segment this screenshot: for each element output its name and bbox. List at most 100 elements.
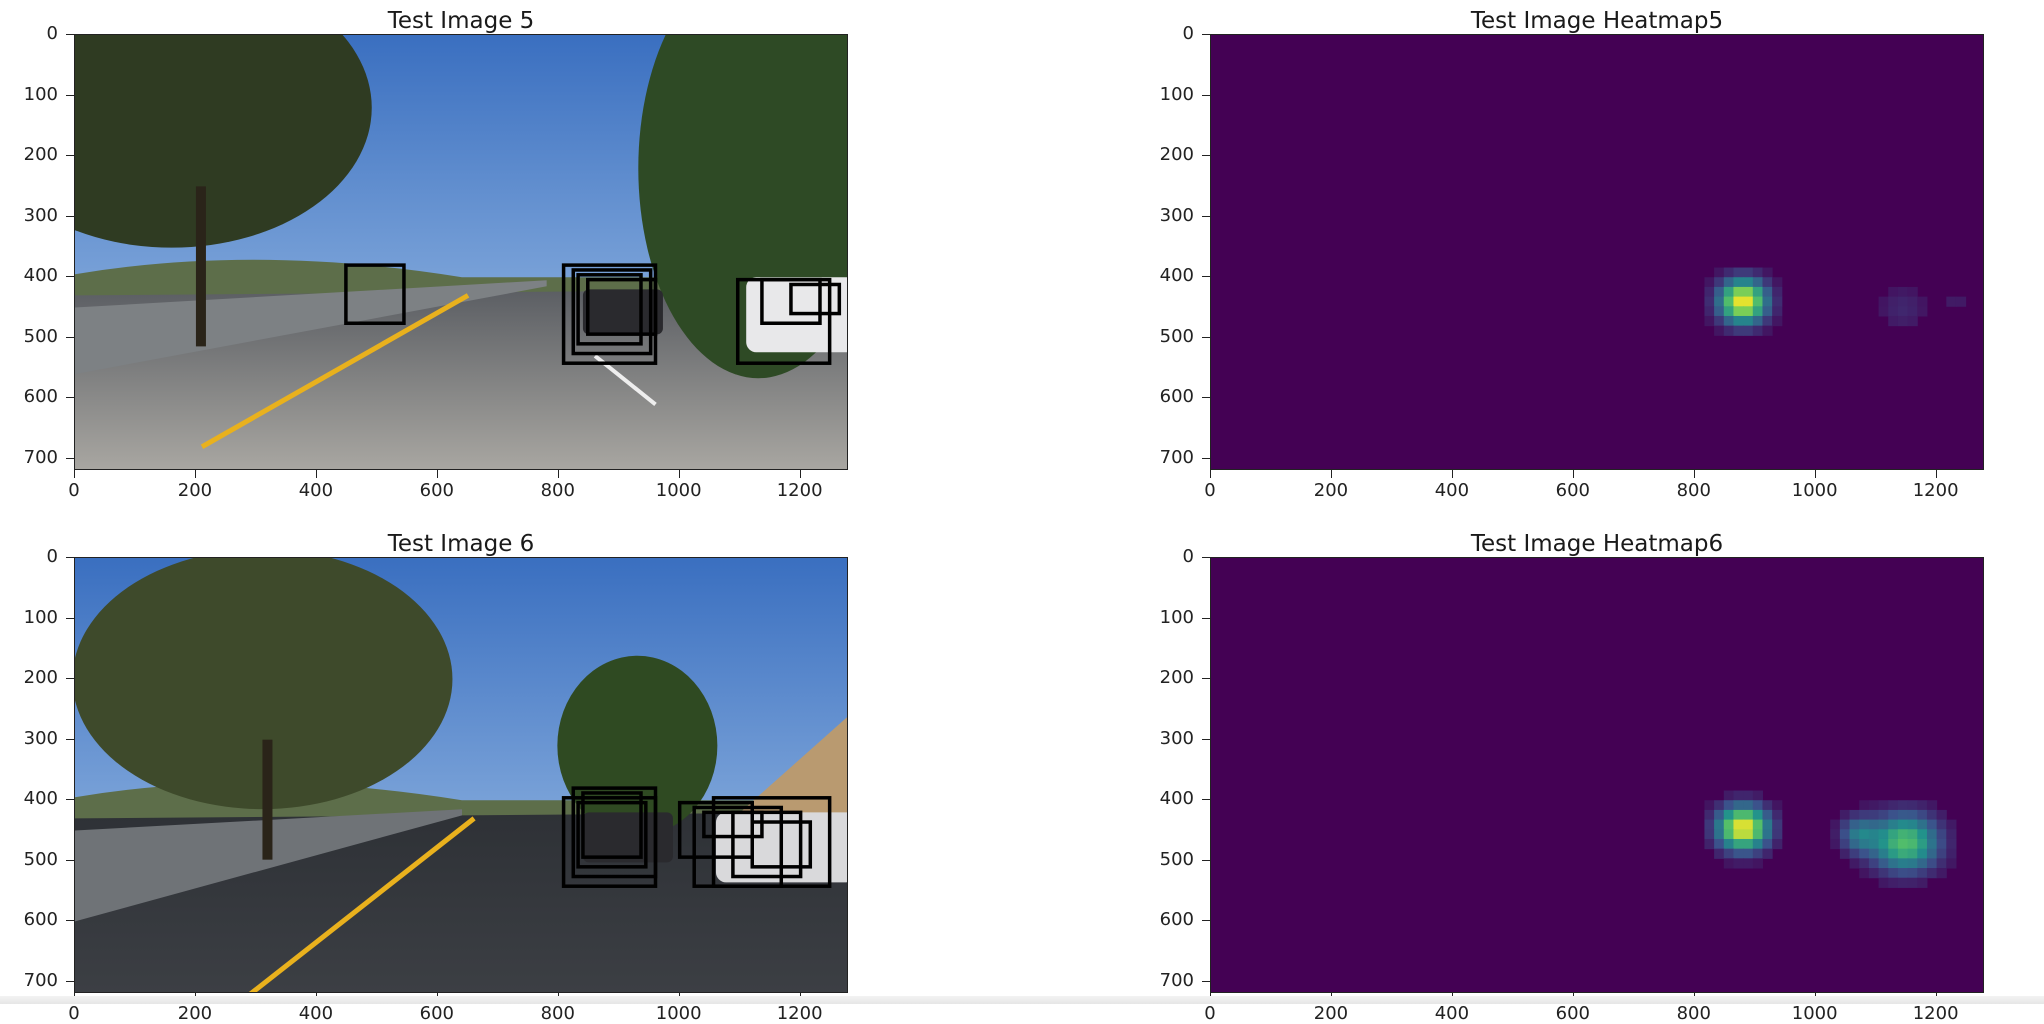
heat-cell (1714, 315, 1725, 327)
heat-cell (1907, 838, 1918, 850)
x-tick-label: 200 (1313, 480, 1349, 501)
heat-cell (1936, 868, 1947, 879)
heat-cell (1917, 306, 1928, 317)
heat-cell (1704, 286, 1715, 298)
heat-cell (1926, 800, 1938, 811)
axes: 0 200 400 600 800 1000 1200 0 100 200 300 400 500 600… (24, 25, 848, 500)
heat-cell (1946, 848, 1957, 859)
y-tick-label: 300 (23, 727, 58, 749)
heat-cell (1936, 829, 1947, 840)
heat-cell (1897, 296, 1909, 307)
heat-cell (1907, 877, 1918, 888)
heat-cell (1714, 306, 1725, 317)
heat-cell (1752, 848, 1763, 859)
tree-canopy (75, 35, 372, 248)
road-photo (75, 35, 847, 469)
heat-cell (1907, 809, 1918, 821)
x-tick-label: 800 (540, 1003, 575, 1024)
detection-box (760, 277, 822, 325)
y-tick-mark (66, 557, 74, 558)
panel-test-image-5: Test Image 5 0 200 400 600 800 1000 1200 0 100 20… (24, 8, 848, 500)
heat-cell (1917, 829, 1928, 840)
heat-cell (1907, 296, 1918, 307)
heat-cell (1888, 286, 1899, 298)
heat-cell (1704, 800, 1715, 811)
heat-cell (1723, 296, 1734, 307)
heat-cell (1762, 838, 1773, 850)
heat-cell (1733, 819, 1744, 830)
heat-cell (1868, 800, 1880, 811)
axes: 0 200 400 600 800 1000 1200 0 100 200 300 400 500 600… (1160, 548, 1984, 1023)
y-tick-mark (1202, 215, 1210, 217)
heat-cell (1907, 286, 1918, 298)
heat-cell (1733, 800, 1744, 811)
heat-cell (1878, 800, 1889, 811)
heat-cell (1743, 790, 1754, 801)
y-tick-mark (1202, 617, 1210, 619)
detection-box (576, 273, 643, 346)
x-tick-label: 1200 (1912, 1003, 1959, 1024)
heat-cell (1926, 838, 1938, 850)
heat-cell (1897, 306, 1909, 317)
tree-canopy (557, 655, 718, 836)
heat-cell (1723, 286, 1734, 298)
heat-cell (1888, 315, 1899, 327)
heat-cell (1907, 315, 1918, 327)
heat-cell (1723, 809, 1734, 821)
x-tick-mark (1210, 470, 1211, 478)
heat-cell (1723, 848, 1734, 859)
x-tick-label: 1200 (776, 1003, 823, 1024)
heat-cell (1743, 267, 1754, 278)
heat-cell (1907, 868, 1918, 879)
heat-cell (1733, 790, 1744, 801)
x-tick-mark (1935, 470, 1937, 478)
heat-cell (1859, 829, 1870, 840)
y-tick-label: 600 (1159, 909, 1194, 931)
heat-cell (1714, 286, 1725, 298)
heat-cell (1868, 868, 1880, 879)
heat-cell (1743, 296, 1754, 307)
heat-cell (1926, 858, 1938, 869)
road-photo (75, 558, 847, 992)
heat-cell (1704, 838, 1715, 850)
heat-cell (1723, 800, 1734, 811)
heat-cell (1897, 315, 1909, 327)
heat-cell (1897, 838, 1909, 850)
heat-cell (1888, 306, 1899, 317)
heat-cell (1733, 277, 1744, 288)
heat-cell (1762, 819, 1773, 830)
heat-cell (1878, 877, 1889, 888)
x-tick-mark (799, 470, 801, 478)
y-tick-mark (66, 276, 74, 278)
heat-cell (1743, 315, 1754, 327)
heat-cell (1752, 858, 1763, 869)
heat-cell (1888, 838, 1899, 850)
y-tick-label: 300 (23, 204, 58, 226)
heat-cell (1830, 829, 1841, 840)
heat-cell (1955, 296, 1967, 307)
y-tick-mark (66, 215, 74, 217)
heat-cell (1743, 800, 1754, 811)
y-tick-label: 500 (1159, 325, 1194, 347)
detection-box (731, 810, 803, 879)
heat-cell (1714, 267, 1725, 278)
heat-cell (1907, 829, 1918, 840)
detection-box (711, 796, 832, 888)
panel-title: Test Image Heatmap5 (1470, 8, 1724, 34)
detection-box (789, 282, 842, 316)
heat-cell (1752, 800, 1763, 811)
y-tick-mark (66, 617, 74, 619)
heat-cell (1714, 819, 1725, 830)
y-tick-mark (66, 799, 74, 801)
heat-cell (1888, 858, 1899, 869)
heat-cell (1917, 868, 1928, 879)
heat-cell (1752, 315, 1763, 327)
y-tick-label: 700 (23, 969, 58, 991)
y-tick-label: 400 (23, 265, 58, 287)
heat-cell (1849, 819, 1860, 830)
heat-cell (1752, 306, 1763, 317)
heat-cell (1946, 296, 1957, 307)
heat-cell (1907, 800, 1918, 811)
heat-cell (1752, 325, 1763, 336)
axes: 0 200 400 600 800 1000 1200 0 100 200 300 400 500 600… (1160, 25, 1984, 500)
